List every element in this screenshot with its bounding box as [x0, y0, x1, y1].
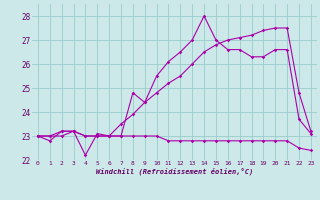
X-axis label: Windchill (Refroidissement éolien,°C): Windchill (Refroidissement éolien,°C) — [96, 168, 253, 175]
